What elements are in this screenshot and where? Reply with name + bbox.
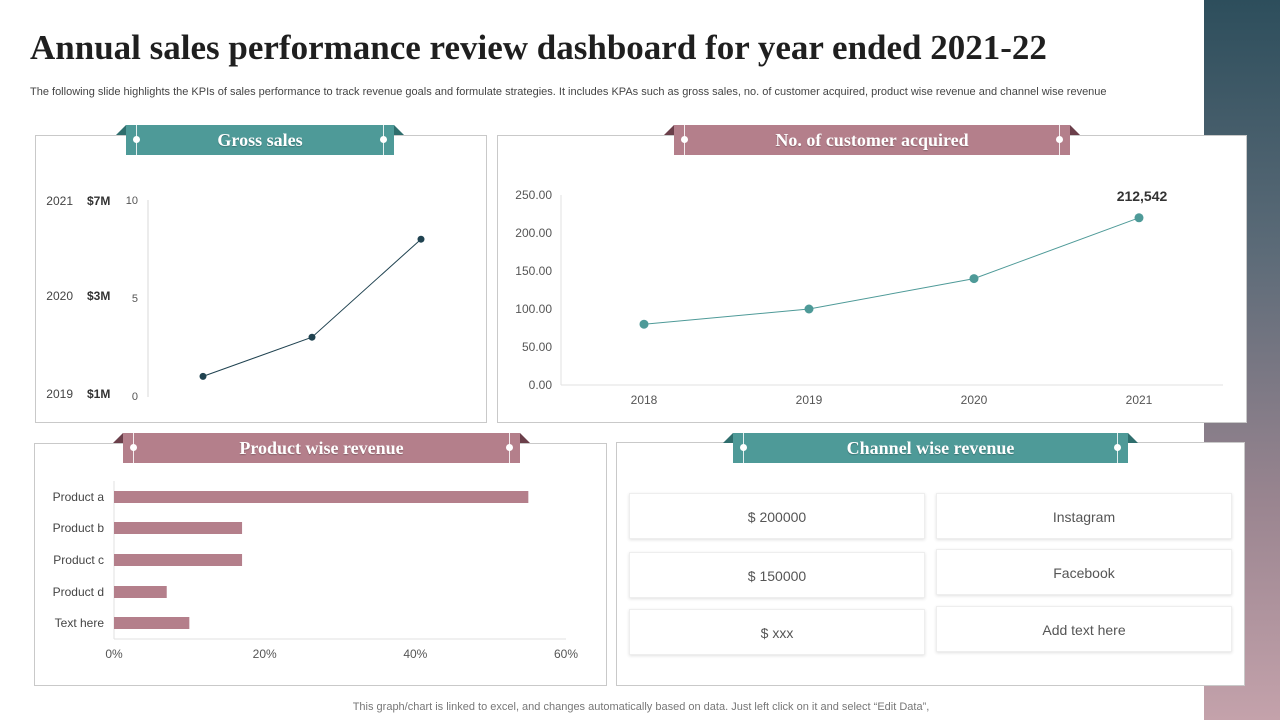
customers-point — [969, 274, 979, 284]
customers-heading-text: No. of customer acquired — [775, 130, 969, 150]
channel-heading: Channel wise revenue — [723, 433, 1138, 463]
customers-y-tick: 0.00 — [529, 378, 553, 392]
channel-heading-text: Channel wise revenue — [846, 438, 1015, 458]
customers-heading: No. of customer acquired — [664, 125, 1080, 155]
product-category-label: Text here — [55, 616, 105, 630]
customers-y-tick: 100.00 — [515, 302, 552, 316]
customers-x-tick: 2021 — [1126, 393, 1153, 407]
gross-sales-year-label: 2019 — [46, 387, 73, 401]
product-bar — [114, 586, 167, 598]
gross-sales-value-label: $3M — [87, 289, 110, 303]
product-category-label: Product d — [53, 585, 104, 599]
gross-sales-year-label: 2021 — [46, 194, 73, 208]
product-category-label: Product c — [53, 553, 104, 567]
customers-y-tick: 250.00 — [515, 188, 552, 202]
gross-sales-y-tick: 0 — [132, 391, 138, 403]
gross-sales-line — [202, 238, 422, 377]
product-x-tick: 40% — [403, 647, 427, 661]
product-bar — [114, 617, 190, 629]
channel-value-2: $ 150000 — [629, 552, 925, 598]
customers-y-tick: 50.00 — [522, 340, 552, 354]
gross-sales-panel — [35, 135, 487, 423]
gross-sales-y-tick: 10 — [126, 195, 138, 207]
footer-note: This graph/chart is linked to excel, and… — [352, 701, 930, 713]
gross-sales-value-label: $7M — [87, 194, 110, 208]
channel-name-2: Facebook — [936, 549, 1232, 595]
gross-sales-point — [417, 235, 425, 243]
customers-point — [804, 304, 814, 314]
customers-x-tick: 2018 — [631, 393, 658, 407]
page-title: Annual sales performance review dashboar… — [30, 28, 1047, 67]
customers-line — [643, 217, 1140, 325]
channel-name-1: Instagram — [936, 493, 1232, 539]
customers-x-tick: 2019 — [796, 393, 823, 407]
customers-y-tick: 150.00 — [515, 264, 552, 278]
channel-name-3: Add text here — [936, 606, 1232, 652]
customers-point — [639, 319, 649, 329]
gross-sales-y-tick: 5 — [132, 293, 138, 305]
customers-y-tick: 200.00 — [515, 226, 552, 240]
gross-sales-point — [199, 372, 207, 380]
page-subtitle: The following slide highlights the KPIs … — [30, 86, 1107, 98]
channel-value-3: $ xxx — [629, 609, 925, 655]
product-bar — [114, 491, 529, 503]
gross-sales-heading-text: Gross sales — [217, 130, 303, 150]
product-bar — [114, 554, 243, 566]
product-chart: 0% 20% 40% 60% Product a Product b Product c Pr… — [53, 481, 578, 661]
product-heading-text: Product wise revenue — [239, 438, 404, 458]
customers-panel — [497, 135, 1247, 423]
channel-value-1: $ 200000 — [629, 493, 925, 539]
product-x-tick: 0% — [105, 647, 123, 661]
gross-sales-chart: 2021 $7M 2020 $3M 2019 $1M 10 5 0 — [46, 194, 425, 403]
product-category-label: Product b — [53, 521, 105, 535]
gross-sales-value-label: $1M — [87, 387, 110, 401]
gross-sales-point — [308, 333, 316, 341]
product-bar — [114, 522, 243, 534]
gross-sales-heading: Gross sales — [116, 125, 404, 155]
product-x-tick: 20% — [253, 647, 277, 661]
customers-annotation: 212,542 — [1117, 188, 1168, 204]
customers-chart: 250.00 200.00 150.00 100.00 50.00 0.00 2018 201… — [515, 188, 1223, 407]
product-heading: Product wise revenue — [113, 433, 530, 463]
customers-point — [1134, 213, 1144, 223]
product-category-label: Product a — [53, 490, 105, 504]
customers-x-tick: 2020 — [961, 393, 988, 407]
product-x-tick: 60% — [554, 647, 578, 661]
gross-sales-year-label: 2020 — [46, 289, 73, 303]
